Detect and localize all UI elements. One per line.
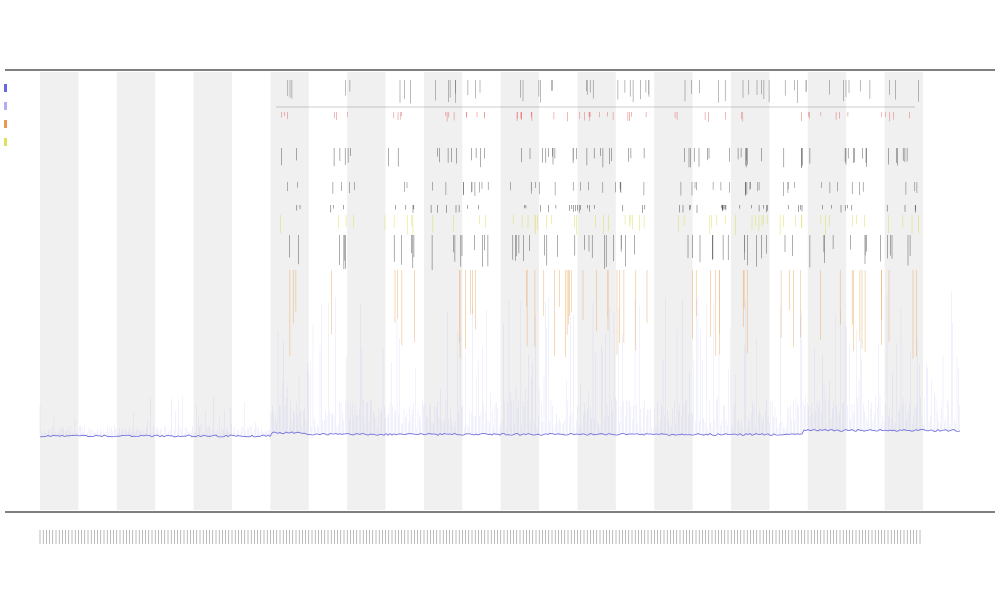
legend-swatch	[4, 138, 7, 146]
shaded-band	[347, 72, 386, 510]
series-line	[39, 428, 961, 438]
shaded-band	[500, 72, 540, 510]
event-row-6	[280, 215, 919, 235]
event-row-2	[281, 112, 910, 122]
legend	[4, 84, 7, 146]
shaded-bands	[40, 72, 923, 510]
event-row-8	[289, 270, 917, 359]
event-rows	[276, 80, 919, 359]
legend-swatch	[4, 102, 7, 110]
event-row-5	[296, 205, 916, 213]
shaded-band	[270, 72, 309, 510]
event-row-3	[281, 148, 908, 168]
shaded-band	[193, 72, 232, 510]
spike-layer	[39, 291, 960, 436]
shaded-band	[731, 72, 770, 510]
shaded-band	[40, 72, 79, 510]
legend-swatch	[4, 84, 7, 92]
shaded-band	[807, 72, 847, 510]
event-row-7	[289, 235, 911, 270]
shaded-band	[116, 72, 156, 510]
shaded-band	[423, 72, 463, 510]
event-row-4	[287, 182, 918, 196]
event-row-1	[287, 80, 919, 104]
x-tick-labels	[39, 530, 921, 544]
shaded-band	[884, 72, 923, 510]
legend-swatch	[4, 120, 7, 128]
shaded-band	[654, 72, 693, 510]
